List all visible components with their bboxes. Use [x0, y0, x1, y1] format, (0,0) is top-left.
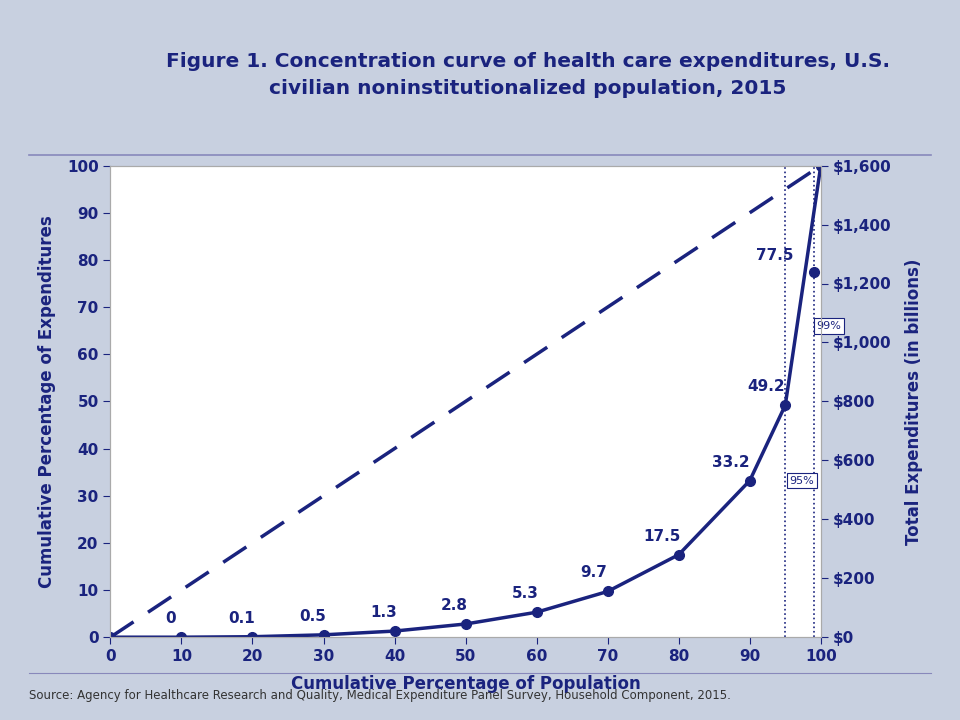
Text: 17.5: 17.5	[643, 528, 681, 544]
Text: 0: 0	[165, 611, 176, 626]
Text: 77.5: 77.5	[756, 248, 794, 264]
Text: Figure 1. Concentration curve of health care expenditures, U.S.: Figure 1. Concentration curve of health …	[166, 52, 890, 71]
Text: 99%: 99%	[816, 321, 841, 331]
Y-axis label: Cumulative Percentage of Expenditures: Cumulative Percentage of Expenditures	[37, 215, 56, 588]
Text: 9.7: 9.7	[581, 565, 608, 580]
Text: 5.3: 5.3	[512, 586, 539, 601]
X-axis label: Cumulative Percentage of Population: Cumulative Percentage of Population	[291, 675, 640, 693]
Text: 33.2: 33.2	[711, 454, 749, 469]
Text: 49.2: 49.2	[747, 379, 784, 394]
Text: 0.1: 0.1	[228, 611, 254, 626]
Text: civilian noninstitutionalized population, 2015: civilian noninstitutionalized population…	[270, 79, 786, 98]
Text: 2.8: 2.8	[441, 598, 468, 613]
Y-axis label: Total Expenditures (in billions): Total Expenditures (in billions)	[905, 258, 924, 544]
Text: 1.3: 1.3	[370, 605, 396, 620]
Text: 0.5: 0.5	[299, 608, 325, 624]
Text: 95%: 95%	[789, 476, 814, 485]
Text: Source: Agency for Healthcare Research and Quality, Medical Expenditure Panel Su: Source: Agency for Healthcare Research a…	[29, 689, 731, 702]
